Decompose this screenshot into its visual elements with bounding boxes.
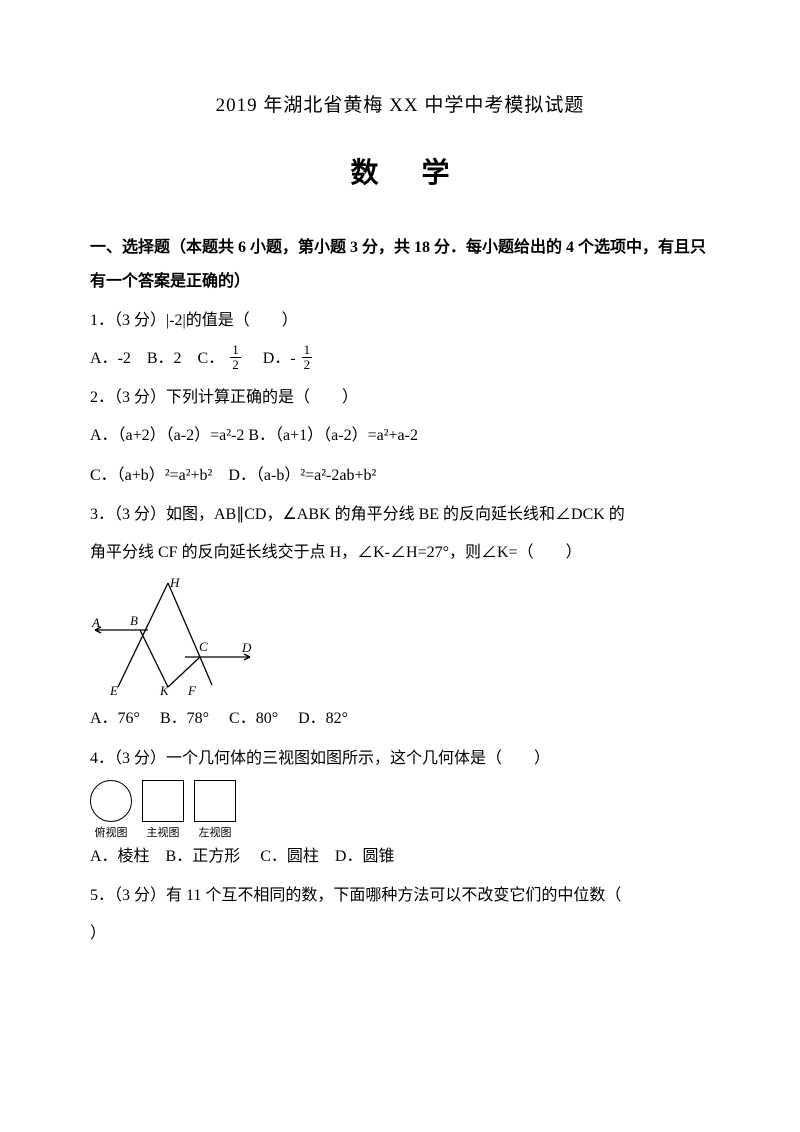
geometry-diagram-icon: A B C D H K E F: [90, 575, 270, 695]
q1-opt-d-pre: D．-: [247, 350, 296, 367]
q1-frac2-den: 2: [302, 358, 313, 372]
square-icon: [142, 780, 184, 822]
front-view: 主视图: [142, 780, 184, 840]
label-F: F: [187, 683, 197, 695]
top-view: 俯视图: [90, 780, 132, 840]
q1-frac1-den: 2: [230, 358, 241, 372]
square-icon: [194, 780, 236, 822]
q5-stem-line1: 5．（3 分）有 11 个互不相同的数，下面哪种方法可以不改变它们的中位数（: [90, 879, 710, 913]
label-K: K: [159, 683, 170, 695]
q2-options-line1: A．（a+2）（a-2）=a²-2 B．（a+1）（a-2）=a²+a-2: [90, 419, 710, 453]
circle-icon: [90, 780, 132, 822]
label-D: D: [241, 640, 252, 655]
q1-frac1-num: 1: [230, 343, 241, 358]
q1-stem: 1．（3 分）|-2|的值是（ ）: [90, 304, 710, 338]
q3-options: A．76° B．78° C．80° D．82°: [90, 702, 710, 736]
fraction-icon: 1 2: [302, 343, 313, 371]
q4-three-views: 俯视图 主视图 左视图: [90, 780, 710, 840]
q1-options: A．-2 B．2 C． 1 2 D．- 1 2: [90, 342, 710, 376]
exam-title: 2019 年湖北省黄梅 XX 中学中考模拟试题: [90, 90, 710, 117]
fraction-icon: 1 2: [230, 343, 241, 371]
label-E: E: [109, 683, 118, 695]
front-view-label: 主视图: [147, 824, 180, 840]
q3-stem-line1: 3．（3 分）如图，AB∥CD，∠ABK 的角平分线 BE 的反向延长线和∠DC…: [90, 498, 710, 532]
left-view-label: 左视图: [199, 824, 232, 840]
q1-frac2-num: 1: [302, 343, 313, 358]
q4-options: A．棱柱 B．正方形 C．圆柱 D．圆锥: [90, 840, 710, 874]
q3-stem-line2: 角平分线 CF 的反向延长线交于点 H，∠K-∠H=27°，则∠K=（ ）: [90, 536, 710, 570]
q3-figure: A B C D H K E F: [90, 575, 710, 700]
q1-opt-ab-c-pre: A．-2 B．2 C．: [90, 350, 224, 367]
q4-stem: 4．（3 分）一个几何体的三视图如图所示，这个几何体是（ ）: [90, 742, 710, 776]
label-C: C: [199, 639, 208, 654]
subject-heading: 数 学: [90, 151, 710, 191]
top-view-label: 俯视图: [95, 824, 128, 840]
page: 2019 年湖北省黄梅 XX 中学中考模拟试题 数 学 一、选择题（本题共 6 …: [0, 0, 800, 1132]
section-header: 一、选择题（本题共 6 小题，第小题 3 分，共 18 分．每小题给出的 4 个…: [90, 231, 710, 298]
label-B: B: [130, 613, 138, 628]
label-H: H: [169, 575, 180, 590]
q5-stem-line2: ）: [90, 917, 710, 951]
label-A: A: [91, 615, 100, 630]
q2-options-line2: C．（a+b）²=a²+b² D．（a-b）²=a²-2ab+b²: [90, 459, 710, 493]
left-view: 左视图: [194, 780, 236, 840]
q2-stem: 2．（3 分）下列计算正确的是（ ）: [90, 381, 710, 415]
